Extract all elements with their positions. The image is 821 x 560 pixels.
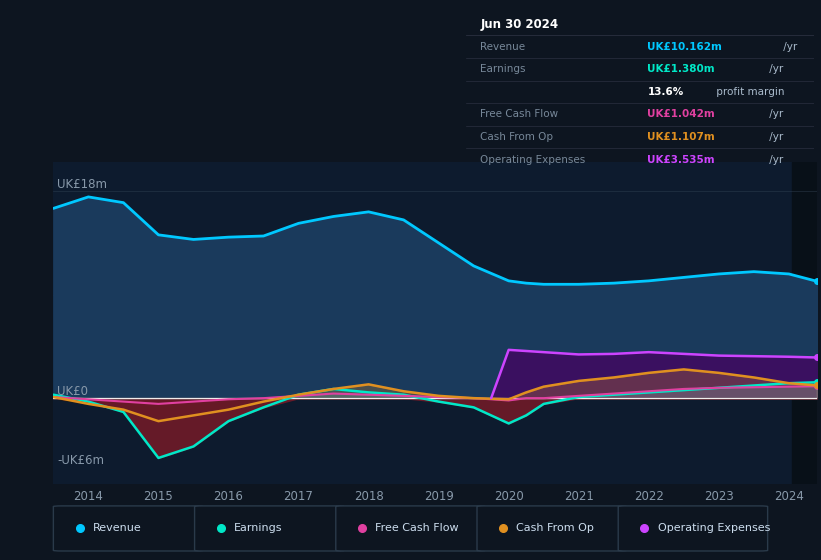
Text: Operating Expenses: Operating Expenses xyxy=(480,155,585,165)
Text: /yr: /yr xyxy=(766,155,783,165)
Text: /yr: /yr xyxy=(766,64,783,74)
Text: Free Cash Flow: Free Cash Flow xyxy=(375,523,459,533)
Text: UK£1.042m: UK£1.042m xyxy=(647,109,715,119)
Text: Revenue: Revenue xyxy=(480,42,525,52)
Text: Jun 30 2024: Jun 30 2024 xyxy=(480,18,558,31)
Text: /yr: /yr xyxy=(766,132,783,142)
Text: UK£0: UK£0 xyxy=(57,385,88,398)
Text: -UK£6m: -UK£6m xyxy=(57,454,104,467)
Text: Cash From Op: Cash From Op xyxy=(480,132,553,142)
Text: UK£18m: UK£18m xyxy=(57,178,108,191)
Text: UK£10.162m: UK£10.162m xyxy=(647,42,722,52)
FancyBboxPatch shape xyxy=(336,506,485,551)
FancyBboxPatch shape xyxy=(477,506,626,551)
FancyBboxPatch shape xyxy=(53,506,203,551)
Text: /yr: /yr xyxy=(766,109,783,119)
Text: /yr: /yr xyxy=(780,42,797,52)
Text: Cash From Op: Cash From Op xyxy=(516,523,594,533)
Text: UK£1.380m: UK£1.380m xyxy=(647,64,715,74)
Text: 13.6%: 13.6% xyxy=(647,87,684,97)
FancyBboxPatch shape xyxy=(618,506,768,551)
Text: Free Cash Flow: Free Cash Flow xyxy=(480,109,558,119)
Text: Revenue: Revenue xyxy=(93,523,141,533)
Text: Earnings: Earnings xyxy=(480,64,525,74)
Text: UK£3.535m: UK£3.535m xyxy=(647,155,715,165)
Text: UK£1.107m: UK£1.107m xyxy=(647,132,715,142)
Text: Earnings: Earnings xyxy=(234,523,282,533)
Text: Operating Expenses: Operating Expenses xyxy=(658,523,770,533)
Text: profit margin: profit margin xyxy=(713,87,785,97)
Bar xyxy=(792,162,821,484)
FancyBboxPatch shape xyxy=(195,506,344,551)
